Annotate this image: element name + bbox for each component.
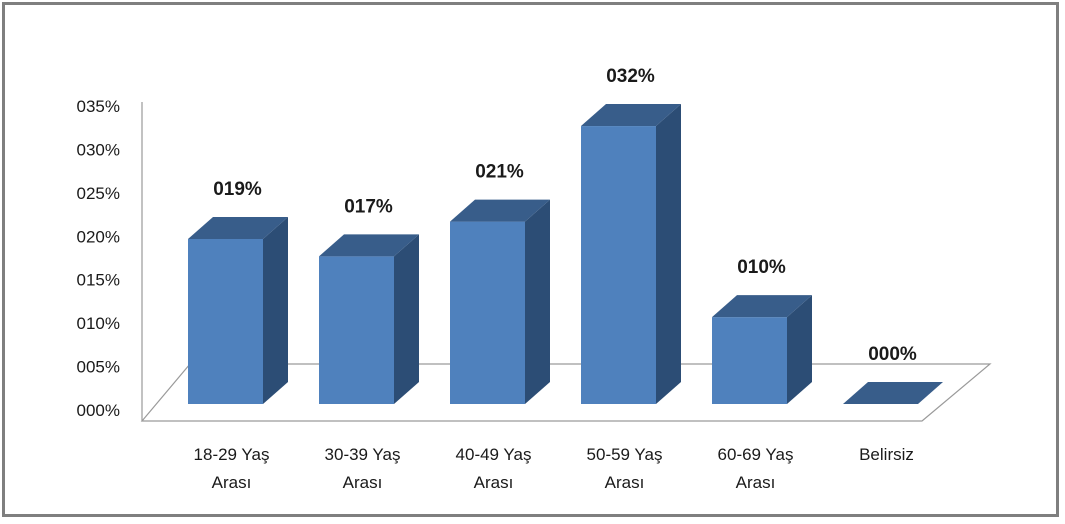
bar-front <box>450 221 525 404</box>
x-category-label: 40-49 Yaş Arası <box>456 445 532 492</box>
bar-top <box>450 199 550 222</box>
x-category-label: 30-39 Yaş Arası <box>325 445 401 492</box>
bar-front <box>319 256 394 404</box>
y-tick-label: 025% <box>77 184 120 203</box>
y-tick-label: 030% <box>77 140 120 159</box>
bars <box>188 104 943 405</box>
x-category-label: Belirsiz <box>859 445 914 464</box>
bar-front <box>188 238 263 404</box>
data-label: 017% <box>344 196 393 217</box>
data-label: 019% <box>213 179 262 200</box>
y-tick-label: 035% <box>77 97 120 116</box>
chart-frame: 000% 005% 010% 015% 020% 025% 030% 035% 019% 017… <box>2 2 1059 517</box>
data-label: 032% <box>606 66 655 87</box>
y-tick-label: 005% <box>77 358 120 377</box>
bar-side <box>787 295 812 404</box>
bar <box>712 295 812 404</box>
bar-front <box>712 317 787 404</box>
data-label: 010% <box>737 257 786 278</box>
x-category-label: 60-69 Yaş Arası <box>718 445 794 492</box>
bar-top <box>188 216 288 239</box>
bar-top <box>581 104 681 127</box>
floor-plane <box>140 363 992 422</box>
data-labels: 019% 017% 021% 032% 010% 000% <box>213 66 917 365</box>
y-axis-ticks: 000% 005% 010% 015% 020% 025% 030% 035% <box>77 97 120 420</box>
bar-side <box>263 216 288 404</box>
y-tick-label: 020% <box>77 227 120 246</box>
bar <box>581 104 681 405</box>
bar-side <box>656 104 681 405</box>
bar-side <box>394 234 419 404</box>
bar-side <box>525 199 550 404</box>
y-tick-label: 010% <box>77 314 120 333</box>
y-tick-label: 015% <box>77 271 120 290</box>
bar-chart: 000% 005% 010% 015% 020% 025% 030% 035% 019% 017… <box>77 66 992 492</box>
bar <box>188 216 288 404</box>
x-category-label: 18-29 Yaş Arası <box>194 445 270 492</box>
bar-top <box>712 295 812 318</box>
data-label: 021% <box>475 162 524 183</box>
x-axis-labels: 18-29 Yaş Arası 30-39 Yaş Arası 40-49 Yaş Ara… <box>194 445 914 492</box>
chart-axes <box>140 102 992 422</box>
x-category-label: 50-59 Yaş Arası <box>587 445 663 492</box>
bar-top <box>319 234 419 257</box>
bar <box>319 234 419 404</box>
bar-top <box>843 382 943 404</box>
bar-front <box>581 126 656 405</box>
y-tick-label: 000% <box>77 401 120 420</box>
data-label: 000% <box>868 344 917 365</box>
bar <box>843 382 943 404</box>
bar <box>450 199 550 404</box>
